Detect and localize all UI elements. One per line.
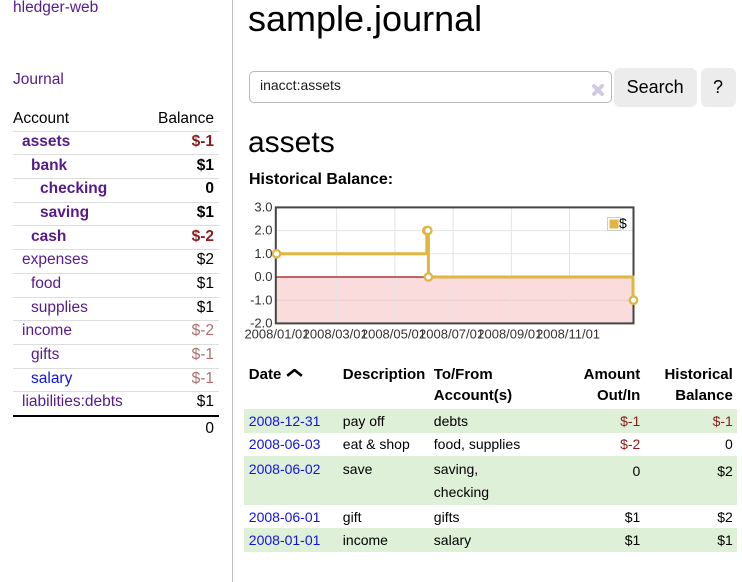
svg-text:$: $ [619,215,627,231]
svg-text:2008/11/01: 2008/11/01 [536,327,600,342]
svg-text:2.0: 2.0 [254,223,272,238]
svg-text:-2.0: -2.0 [250,316,272,331]
svg-text:-1.0: -1.0 [250,292,272,307]
svg-text:2008/09/01: 2008/09/01 [477,327,542,342]
svg-text:1.0: 1.0 [254,246,272,261]
svg-text:2008/03/01: 2008/03/01 [303,327,368,342]
svg-text:0.0: 0.0 [254,269,272,284]
svg-text:2008/05/01: 2008/05/01 [361,327,426,342]
svg-text:2008/01/01: 2008/01/01 [244,327,309,342]
svg-text:3.0: 3.0 [254,200,272,215]
svg-text:2008/07/01: 2008/07/01 [419,327,484,342]
